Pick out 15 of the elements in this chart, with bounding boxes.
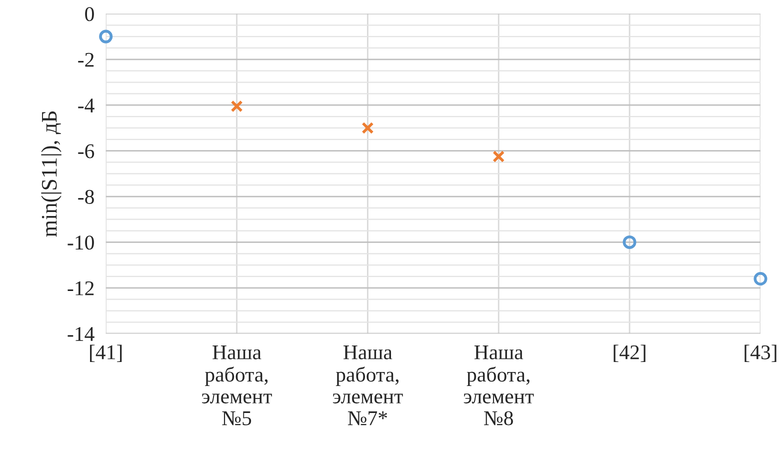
x-tick-label: Наша работа, элемент №8 <box>464 346 534 426</box>
y-tick-label: -8 <box>78 190 94 204</box>
x-tick-label: Наша работа, элемент №7* <box>332 346 403 426</box>
y-tick-label: -2 <box>78 52 94 67</box>
x-tick-label: Наша работа, элемент №5 <box>202 346 272 426</box>
x-tick-label: [41] <box>90 344 122 362</box>
x-tick-label: [43] <box>744 344 776 362</box>
y-tick-label: -14 <box>68 327 94 341</box>
y-tick-label: -12 <box>68 281 94 296</box>
y-tick-label: -6 <box>78 144 94 158</box>
y-tick-label: 0 <box>85 7 94 22</box>
y-tick-label: -10 <box>68 236 94 250</box>
y-axis-title: min(|S11|), дБ <box>41 111 62 237</box>
x-tick-label: [42] <box>614 344 646 362</box>
y-tick-label: -4 <box>78 98 94 112</box>
